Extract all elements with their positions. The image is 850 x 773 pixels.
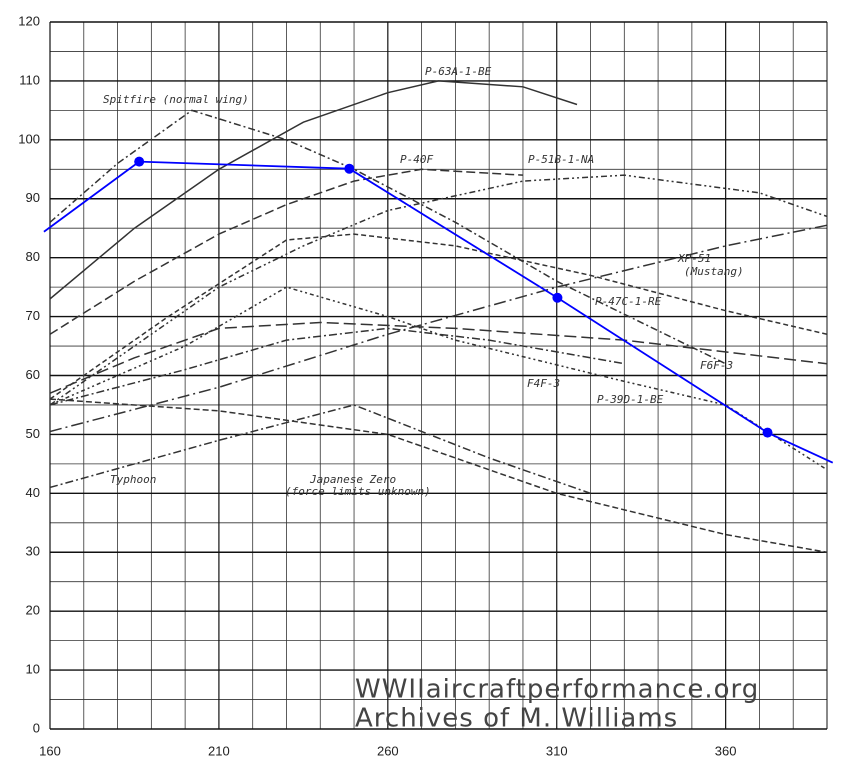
watermark: WWIIaircraftperformance.org <box>355 675 759 705</box>
curve-label: (force limits unknown) <box>285 485 431 498</box>
curve-label: P-39D-1-BE <box>597 393 664 406</box>
x-tick-label: 310 <box>546 743 568 758</box>
curve-label: Typhoon <box>110 473 156 486</box>
curve-label: P-40F <box>400 153 433 166</box>
curve-label: XP-51 <box>677 252 711 265</box>
data-point <box>344 163 355 174</box>
y-tick-label: 110 <box>19 72 40 87</box>
x-tick-label: 210 <box>208 743 230 758</box>
reference-curve <box>50 286 827 471</box>
watermark: Archives of M. Williams <box>355 704 678 734</box>
reference-curve <box>50 233 827 400</box>
curve-label: Spitfire (normal wing) <box>103 93 249 106</box>
y-tick-label: 120 <box>18 13 40 28</box>
curve-label: Japanese Zero <box>309 473 396 486</box>
curve-label: P-51B-1-NA <box>528 153 594 166</box>
x-tick-label: 360 <box>715 743 737 758</box>
y-tick-label: 100 <box>18 131 40 146</box>
y-tick-label: 60 <box>26 367 40 382</box>
data-point <box>134 156 145 167</box>
reference-curve <box>50 327 625 406</box>
y-tick-label: 40 <box>26 485 40 500</box>
curve-label: (Mustang) <box>684 265 744 278</box>
y-tick-label: 90 <box>26 190 40 205</box>
x-tick-label: 160 <box>39 743 61 758</box>
data-point <box>552 292 563 303</box>
x-tick-label: 260 <box>377 743 399 758</box>
y-tick-label: 10 <box>26 662 40 677</box>
y-tick-label: 0 <box>33 720 40 735</box>
curve-label: P-47C-1-RE <box>595 295 662 308</box>
y-tick-label: 50 <box>26 426 40 441</box>
data-point <box>762 427 773 438</box>
curve-label: F6F-3 <box>700 359 733 372</box>
reference-curve <box>50 321 827 394</box>
reference-curve <box>50 174 827 406</box>
curve-label: F4F-3 <box>527 377 560 390</box>
y-tick-label: 30 <box>26 544 40 559</box>
curve-label: P-63A-1-BE <box>425 65 492 78</box>
y-tick-label: 20 <box>26 603 40 618</box>
y-tick-label: 80 <box>26 249 40 264</box>
reference-curve <box>50 80 578 300</box>
reference-curve <box>50 404 591 495</box>
reference-curve <box>50 168 524 335</box>
y-tick-label: 70 <box>26 308 40 323</box>
series-line <box>43 160 834 464</box>
reference-curve <box>50 109 726 365</box>
reference-curve <box>50 398 827 553</box>
